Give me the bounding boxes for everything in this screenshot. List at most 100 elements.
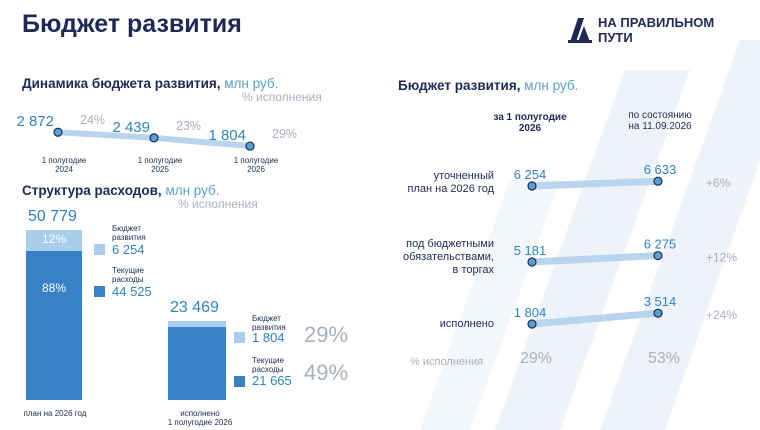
structure-title: Структура расходов, xyxy=(22,183,162,198)
row-label-line: уточненный xyxy=(433,170,494,182)
plan-category-label: план на 2026 год xyxy=(23,409,87,418)
right-heading: Бюджет развития, млн руб. xyxy=(398,78,578,93)
right-value-start: 1 804 xyxy=(514,305,547,320)
plan-legend-development-swatch xyxy=(94,244,105,255)
row-label-line: план на 2026 год xyxy=(407,183,494,195)
right-col2-header-line2: на 11.09.2026 xyxy=(628,121,692,132)
right-slope-line xyxy=(528,177,662,190)
logo-text-line2: ПУТИ xyxy=(598,30,633,45)
dynamics-unit: млн руб. xyxy=(224,76,279,91)
legend-line: развития xyxy=(112,233,146,242)
dynamics-point xyxy=(149,133,159,143)
right-change-label: +12% xyxy=(706,251,737,265)
plan-legend-development-label: Бюджет развития xyxy=(112,224,146,242)
exec-development-pct: 29% xyxy=(304,322,349,347)
right-change-label: +6% xyxy=(706,176,731,190)
exec-category-label: исполнено 1 полугодие 2026 xyxy=(150,409,250,427)
dynamics-pct-note: % исполнения xyxy=(242,90,322,104)
category-line: 1 полугодие 2026 xyxy=(167,418,233,427)
dynamics-line-segment xyxy=(151,134,253,150)
plan-total-label: 50 779 xyxy=(28,208,77,225)
dynamics-category-label: 2025 xyxy=(151,165,169,174)
row-label-line: исполнено xyxy=(439,318,494,330)
dynamics-category-label: 2026 xyxy=(247,165,265,174)
plan-development-value: 6 254 xyxy=(112,242,145,257)
legend-line: Текущие xyxy=(112,266,144,275)
exec-bar-current xyxy=(168,327,226,400)
exec-current-pct: 49% xyxy=(304,360,349,385)
plan-share-development: 12% xyxy=(41,232,67,247)
structure-unit: млн руб. xyxy=(165,183,220,198)
dynamics-point xyxy=(53,127,63,137)
plan-legend-current-label: Текущие расходы xyxy=(112,266,144,284)
right-point-start xyxy=(527,181,537,191)
dynamics-value-label: 1 804 xyxy=(208,127,246,144)
exec-bar-development xyxy=(168,321,226,328)
right-unit: млн руб. xyxy=(524,78,579,93)
right-slope-line xyxy=(528,252,662,266)
dynamics-point xyxy=(245,141,255,151)
exec-current-value: 21 665 xyxy=(252,373,292,388)
right-change-label: +24% xyxy=(706,308,737,322)
right-title: Бюджет развития, xyxy=(398,78,521,93)
exec-total-label: 23 469 xyxy=(170,299,219,317)
legend-line: Текущие xyxy=(252,356,284,365)
right-point-start xyxy=(527,319,537,329)
legend-line: расходы xyxy=(252,365,284,374)
dynamics-pct-label: 23% xyxy=(176,119,201,133)
exec-development-value: 1 804 xyxy=(252,330,285,345)
logo-text: НА ПРАВИЛЬНОМ ПУТИ xyxy=(598,15,758,45)
dynamics-line-segment xyxy=(55,129,157,141)
legend-line: Бюджет xyxy=(112,224,141,233)
right-point-start xyxy=(527,257,537,267)
right-col2-header: по состоянию на 11.09.2026 xyxy=(618,110,702,132)
right-pct-label: % исполнения xyxy=(410,356,484,368)
row-label-line: обязательствами, xyxy=(402,251,494,263)
dynamics-category-label: 1 полугодие xyxy=(138,156,183,165)
right-value-end: 6 275 xyxy=(644,237,677,252)
right-value-end: 3 514 xyxy=(644,294,677,309)
right-row-label: под бюджетными обязательствами, в торгах xyxy=(360,238,494,277)
right-row-label: исполнено xyxy=(360,318,494,331)
logo-text-line1: НА ПРАВИЛЬНОМ xyxy=(598,15,715,30)
legend-line: расходы xyxy=(112,275,144,284)
right-value-start: 5 181 xyxy=(514,243,547,258)
category-line: исполнено xyxy=(180,409,220,418)
legend-line: Бюджет xyxy=(252,314,281,323)
right-point-end xyxy=(653,176,663,186)
right-col1-header-line1: за 1 полугодие xyxy=(493,112,567,123)
row-label-line: в торгах xyxy=(452,264,494,276)
row-label-line: под бюджетными xyxy=(406,238,494,250)
dynamics-pct-label: 24% xyxy=(80,113,105,127)
plan-bar-current xyxy=(26,250,82,400)
page-title: Бюджет развития xyxy=(22,10,242,38)
right-value-start: 6 254 xyxy=(514,167,547,182)
right-value-end: 6 633 xyxy=(644,162,677,177)
right-col1-header: за 1 полугодие 2026 xyxy=(492,112,568,134)
dynamics-category-label: 1 полугодие xyxy=(42,156,87,165)
dynamics-value-label: 2 872 xyxy=(16,113,54,130)
plan-share-current: 88% xyxy=(41,280,67,295)
plan-bar-development xyxy=(26,230,82,251)
dynamics-value-label: 2 439 xyxy=(112,119,150,136)
dynamics-title: Динамика бюджета развития, xyxy=(22,76,221,91)
dynamics-category-label: 1 полугодие xyxy=(234,156,279,165)
right-col1-header-line2: 2026 xyxy=(518,123,542,134)
right-point-end xyxy=(653,250,663,261)
right-col2-header-line1: по состоянию xyxy=(628,110,692,121)
logo-mark-icon xyxy=(568,18,592,43)
structure-heading: Структура расходов, млн руб. xyxy=(22,183,220,198)
right-pct-col1: 29% xyxy=(520,350,553,367)
dynamics-pct-label: 29% xyxy=(272,127,297,141)
right-pct-col2: 53% xyxy=(648,350,681,367)
structure-pct-note: % исполнения xyxy=(178,197,258,211)
plan-legend-current-swatch xyxy=(94,286,105,297)
exec-legend-development-label: Бюджет развития xyxy=(252,314,286,332)
dynamics-heading: Динамика бюджета развития, млн руб. xyxy=(22,76,278,91)
right-row-label: уточненный план на 2026 год xyxy=(360,170,494,196)
plan-current-value: 44 525 xyxy=(112,284,152,299)
dynamics-category-label: 2024 xyxy=(55,165,73,174)
